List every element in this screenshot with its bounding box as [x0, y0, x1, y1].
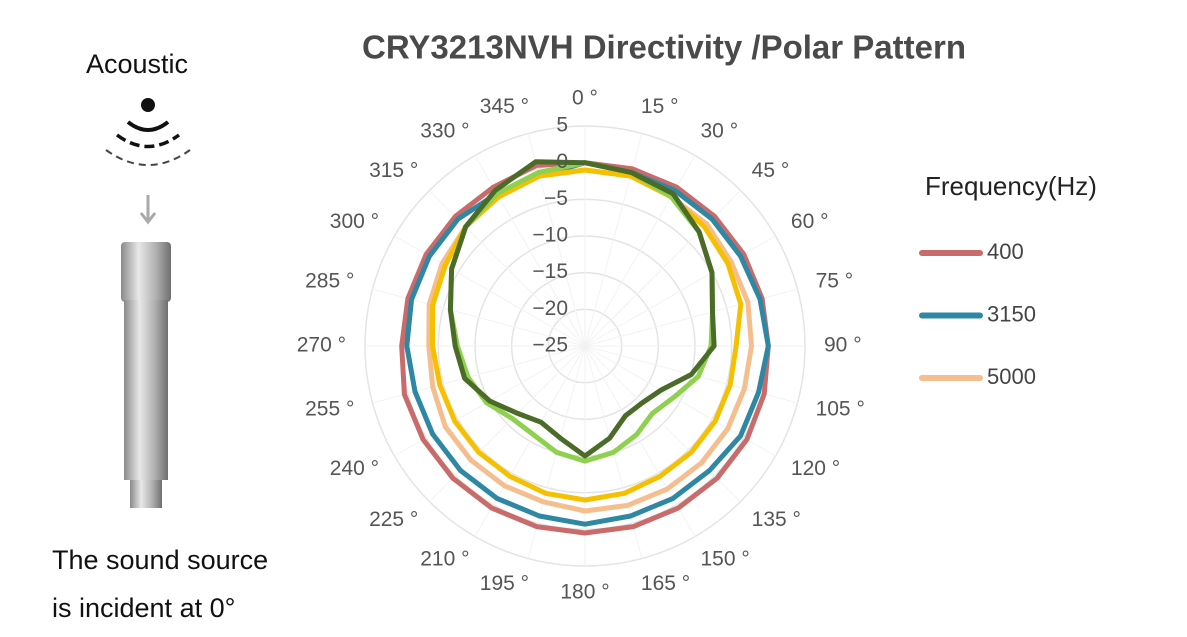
angle-label: 330 ° [420, 120, 469, 143]
angle-label: 300 ° [330, 210, 379, 233]
r-tick-label: −5 [544, 187, 568, 210]
microphone [121, 242, 171, 508]
grid-spoke [372, 345, 586, 404]
grid-spoke [584, 345, 696, 537]
grid-spoke [527, 133, 586, 347]
r-tick-label: 5 [556, 114, 568, 137]
plot [399, 159, 771, 536]
angle-label: 255 ° [305, 397, 354, 420]
angle-label: 90 ° [824, 334, 862, 357]
r-tick-label: 0 [556, 150, 568, 173]
series-line [430, 167, 744, 503]
r-tick-label: −25 [532, 334, 568, 357]
angle-label: 45 ° [752, 159, 790, 182]
angle-label: 165 ° [641, 572, 690, 595]
angle-label: 120 ° [791, 457, 840, 480]
r-tick-label: −15 [532, 260, 568, 283]
angle-label: 315 ° [369, 159, 418, 182]
legend-title: Frequency(Hz) [925, 171, 1097, 201]
legend-label: 400 [987, 239, 1024, 264]
angle-label: 15 ° [641, 95, 679, 118]
legend-label: 3150 [987, 301, 1036, 326]
grid-spoke [584, 155, 696, 347]
angle-label: 105 ° [816, 397, 865, 420]
angle-label: 0 ° [572, 87, 598, 110]
grid-spoke [474, 155, 586, 347]
grid-spoke [429, 345, 586, 502]
annotation: The sound source [52, 545, 268, 575]
angle-label: 240 ° [330, 457, 379, 480]
series-line [447, 159, 717, 459]
grid-spoke [474, 345, 586, 537]
legend: 400 3150 5000 [919, 239, 1036, 389]
angle-label: 150 ° [701, 547, 750, 570]
series-line [399, 160, 771, 536]
r-tick-label: −10 [532, 224, 568, 247]
grid-spoke [584, 190, 741, 347]
r-tick-label: −20 [532, 297, 568, 320]
annotation: Acoustic [86, 49, 188, 79]
grid-spoke [584, 235, 776, 347]
angle-label: 180 ° [560, 581, 609, 604]
series-line [404, 160, 771, 527]
angle-label: 135 ° [752, 508, 801, 531]
angle-label: 225 ° [369, 508, 418, 531]
grid-spoke [584, 345, 776, 457]
annotation: is incident at 0° [52, 593, 235, 623]
grid-spoke [584, 345, 741, 502]
angle-label: 210 ° [420, 547, 469, 570]
labels: 5 0 −5 −10 −15 −20 −25 0 ° 15 ° 30 ° 45 ° 60 ° 75 ° 9… [297, 87, 865, 604]
legend-label: 5000 [987, 364, 1036, 389]
angle-label: 345 ° [480, 95, 529, 118]
angle-label: 75 ° [816, 270, 854, 293]
angle-label: 270 ° [297, 334, 346, 357]
angle-label: 195 ° [480, 572, 529, 595]
series-line [426, 167, 754, 514]
sound-icon [105, 98, 191, 225]
angle-label: 30 ° [701, 120, 739, 143]
angle-label: 60 ° [791, 210, 829, 233]
chart-title: CRY3213NVH Directivity /Polar Pattern [362, 29, 966, 66]
grid-spoke [394, 235, 586, 347]
angle-label: 285 ° [305, 270, 354, 293]
